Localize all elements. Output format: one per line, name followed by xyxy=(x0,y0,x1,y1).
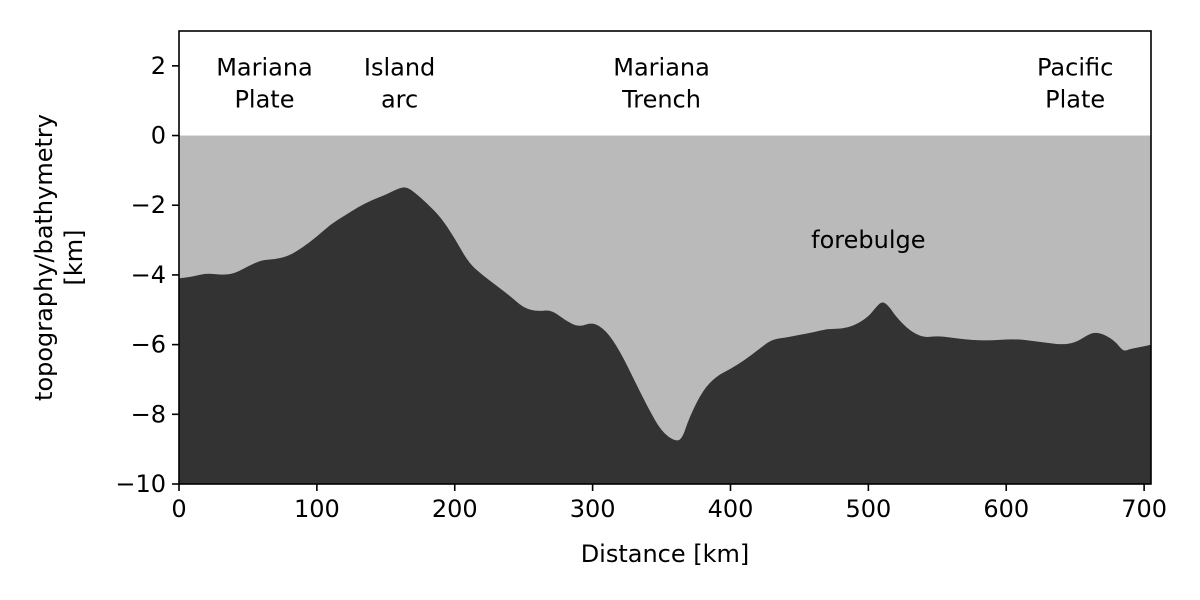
annotation-line: Plate xyxy=(1045,85,1105,113)
annotation-1: Island arc xyxy=(364,53,435,113)
annotations: Mariana Plate Island arc Mariana Trench forebu… xyxy=(216,53,1113,254)
annotation-line: forebulge xyxy=(811,226,925,254)
y-tick-label: 2 xyxy=(151,52,166,80)
annotation-line: Mariana xyxy=(613,53,710,81)
y-tick-label: −4 xyxy=(131,261,166,289)
annotation-line: arc xyxy=(381,85,418,113)
annotation-2: Mariana Trench xyxy=(613,53,710,113)
annotation-line: Pacific xyxy=(1037,53,1113,81)
x-tick-label: 0 xyxy=(171,495,186,523)
x-tick-label: 400 xyxy=(708,495,754,523)
plot-frame xyxy=(178,30,1152,485)
x-tick-label: 200 xyxy=(432,495,478,523)
y-axis-title-line: [km] xyxy=(60,229,88,285)
y-tick-label: −8 xyxy=(131,400,166,428)
x-tick-label: 700 xyxy=(1121,495,1167,523)
annotation-4: Pacific Plate xyxy=(1037,53,1113,113)
annotation-3: forebulge xyxy=(811,226,925,254)
y-tick-label: −6 xyxy=(131,331,166,359)
y-axis-title-line: topography/bathymetry xyxy=(30,114,58,401)
annotation-line: Trench xyxy=(621,85,701,113)
x-axis-title: Distance [km] xyxy=(581,540,750,568)
y-tick-label: 0 xyxy=(151,122,166,150)
x-tick-label: 500 xyxy=(845,495,891,523)
axes: 0 100 200 300 400 500 600 700 2 0 −2 −4 −6 −8 −10 Dista… xyxy=(30,30,1167,568)
y-tick-label: −2 xyxy=(131,191,166,219)
y-tick-label: −10 xyxy=(115,470,166,498)
y-axis-title: topography/bathymetry[km] xyxy=(30,114,88,401)
x-tick-label: 100 xyxy=(294,495,340,523)
x-tick-label: 600 xyxy=(983,495,1029,523)
annotation-line: Mariana xyxy=(216,53,313,81)
annotation-line: Island xyxy=(364,53,435,81)
annotation-line: Plate xyxy=(234,85,294,113)
annotation-0: Mariana Plate xyxy=(216,53,313,113)
x-tick-label: 300 xyxy=(570,495,616,523)
seafloor-profile xyxy=(179,187,1151,484)
plot-area xyxy=(179,135,1151,485)
